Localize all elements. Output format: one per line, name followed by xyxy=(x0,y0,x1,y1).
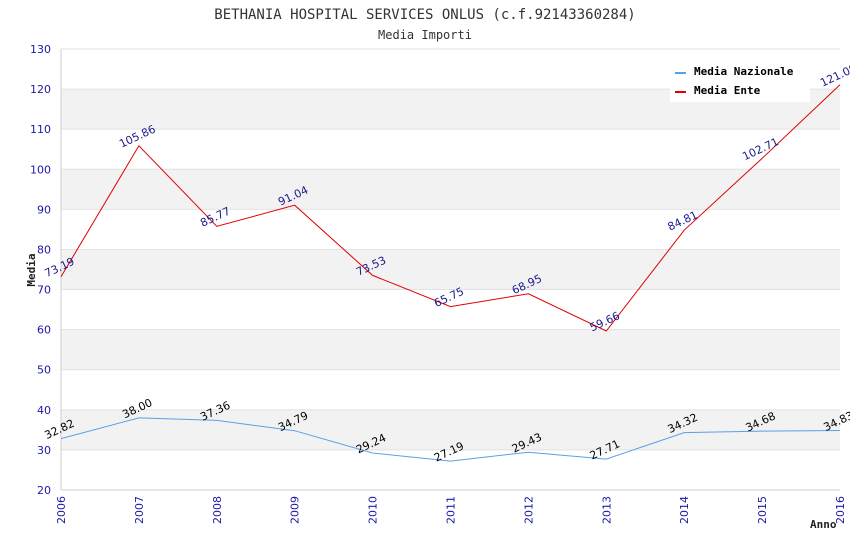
x-axis-ticks: 2006 2007 2008 2009 2010 2011 2012 2013 2014 2015… xyxy=(55,496,847,524)
axes xyxy=(60,49,840,491)
y-tick-label: 30 xyxy=(37,444,51,457)
chart-title: BETHANIA HOSPITAL SERVICES ONLUS (c.f.92… xyxy=(214,7,635,23)
grid-lines xyxy=(61,48,840,491)
x-tick-label: 2014 xyxy=(678,496,691,524)
chart-subtitle: Media Importi xyxy=(378,28,472,42)
grid-bands xyxy=(61,89,840,450)
x-tick-label: 2010 xyxy=(367,496,380,524)
y-tick-label: 50 xyxy=(37,364,51,377)
legend-label-media-nazionale: Media Nazionale xyxy=(694,65,794,78)
x-tick-label: 2016 xyxy=(834,496,847,524)
y-tick-label: 80 xyxy=(37,243,51,256)
data-label: 84.81 xyxy=(666,208,700,233)
y-tick-label: 70 xyxy=(37,284,51,297)
y-axis-label: Media xyxy=(25,253,38,286)
series-lines xyxy=(60,84,841,462)
x-axis-label: Anno xyxy=(810,518,837,531)
legend-label-media-ente: Media Ente xyxy=(694,84,761,97)
data-label: 121.09 xyxy=(818,62,850,90)
grid-band xyxy=(61,249,840,290)
y-tick-label: 20 xyxy=(37,484,51,497)
x-tick-label: 2006 xyxy=(55,496,68,524)
y-axis-ticks: 20 30 40 50 60 70 80 90 100 110 120 130 xyxy=(30,43,51,497)
data-label: 102.71 xyxy=(740,135,780,163)
legend-box xyxy=(670,60,810,102)
y-tick-label: 90 xyxy=(37,203,51,216)
y-tick-label: 40 xyxy=(37,404,51,417)
grid-band xyxy=(61,169,840,210)
x-tick-label: 2011 xyxy=(445,496,458,524)
y-tick-label: 100 xyxy=(30,163,51,176)
x-tick-label: 2015 xyxy=(756,496,769,524)
x-tick-label: 2007 xyxy=(133,496,146,524)
grid-band xyxy=(61,329,840,370)
x-tick-label: 2008 xyxy=(211,496,224,524)
series-line xyxy=(60,417,841,462)
y-tick-label: 110 xyxy=(30,123,51,136)
y-tick-label: 130 xyxy=(30,43,51,56)
grid-band xyxy=(61,409,840,450)
series-line xyxy=(60,84,841,332)
x-tick-label: 2012 xyxy=(522,496,535,524)
y-tick-label: 60 xyxy=(37,324,51,337)
x-tick-label: 2013 xyxy=(600,496,613,524)
legend: Media Nazionale Media Ente xyxy=(670,60,810,102)
x-tick-label: 2009 xyxy=(289,496,302,524)
y-tick-label: 120 xyxy=(30,83,51,96)
